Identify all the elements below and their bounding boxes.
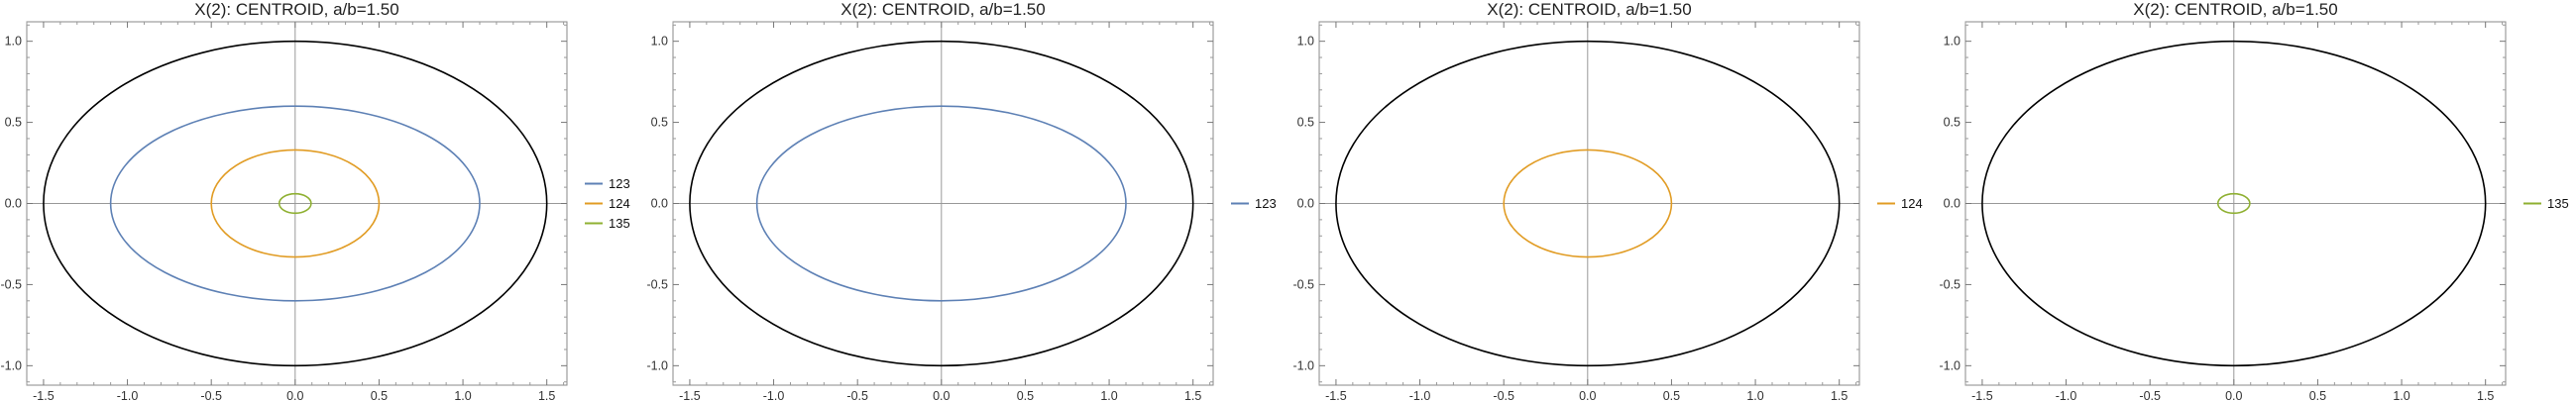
x-tick-label: 0.0 [2225,389,2242,402]
y-tick-label: -1.0 [646,358,668,372]
x-tick-label: -1.5 [1325,389,1347,402]
series-ellipse-124 [210,149,381,258]
chart-title: X(2): CENTROID, a/b=1.50 [1487,0,1691,19]
x-tick-label: 1.5 [1831,389,1848,402]
y-tick-label: 0.5 [1297,116,1314,130]
x-tick-label: 1.0 [2393,389,2409,402]
y-tick-label: 0.0 [651,197,668,211]
y-tick-label: -1.0 [0,358,22,372]
x-tick-label: 0.5 [1017,389,1034,402]
y-tick-label: 0.0 [5,197,22,211]
y-tick-label: 0.0 [1297,197,1314,211]
plot-panel: X(2): CENTROID, a/b=1.50 -1.5 -1.0 -0.5 0.0 0… [1939,0,2568,402]
x-tick-label: 0.0 [933,389,950,402]
x-tick-label: -0.5 [1493,389,1514,402]
chart-title: X(2): CENTROID, a/b=1.50 [194,0,398,19]
x-tick-label: -1.0 [117,389,139,402]
x-tick-label: 1.5 [2477,389,2494,402]
y-tick-label: 1.0 [651,35,668,49]
y-tick-label: -0.5 [1939,277,1960,291]
x-tick-label: 1.5 [538,389,555,402]
x-tick-label: 1.0 [1746,389,1763,402]
legend-label: 123 [609,176,630,191]
legend-label: 124 [609,196,630,211]
outer-ellipse [43,40,548,367]
x-tick-label: 0.5 [1663,389,1680,402]
x-tick-label: -1.0 [1409,389,1431,402]
y-tick-label: 1.0 [1944,35,1960,49]
x-tick-label: -1.5 [1971,389,1993,402]
y-tick-label: -0.5 [1292,277,1314,291]
y-tick-label: 0.5 [651,116,668,130]
y-tick-label: 0.0 [1944,197,1960,211]
y-tick-label: 0.5 [1944,116,1960,130]
y-tick-label: 1.0 [5,35,22,49]
x-tick-label: -1.0 [2056,389,2077,402]
series-ellipse-123 [755,105,1127,302]
legend-label: 135 [609,216,630,231]
plot-panel: X(2): CENTROID, a/b=1.50 -1.5 -1.0 -0.5 0.0 0… [646,0,1276,402]
legend-label: 135 [2547,196,2569,211]
series-ellipse-135 [278,192,312,215]
outer-ellipse [1335,40,1841,367]
chart-title: X(2): CENTROID, a/b=1.50 [840,0,1045,19]
x-tick-label: 0.0 [1579,389,1596,402]
legend-label: 124 [1901,196,1923,211]
plot-panel: X(2): CENTROID, a/b=1.50 -1.5 -1.0 -0.5 0.0 0… [1292,0,1922,402]
x-tick-label: 1.0 [1100,389,1117,402]
chart-title: X(2): CENTROID, a/b=1.50 [2133,0,2337,19]
x-tick-label: 0.5 [2309,389,2326,402]
x-tick-label: 1.0 [454,389,471,402]
plot-panel: X(2): CENTROID, a/b=1.50 -1.5 -1.0 -0.5 0.0 0… [0,0,629,402]
outer-ellipse [689,40,1194,367]
y-tick-label: -1.0 [1939,358,1960,372]
legend-label: 123 [1255,196,1277,211]
x-tick-label: -1.0 [763,389,785,402]
x-tick-label: -0.5 [2139,389,2161,402]
x-tick-label: -1.5 [679,389,701,402]
x-tick-label: -0.5 [200,389,222,402]
series-ellipse-135 [2216,192,2251,215]
x-tick-label: 0.5 [371,389,388,402]
x-tick-label: 0.0 [286,389,303,402]
x-tick-label: -0.5 [846,389,868,402]
x-tick-label: 1.5 [1184,389,1201,402]
series-ellipse-124 [1503,149,1673,258]
y-tick-label: 0.5 [5,116,22,130]
outer-ellipse [1981,40,2487,367]
y-tick-label: 1.0 [1297,35,1314,49]
series-ellipse-123 [109,105,481,302]
y-tick-label: -1.0 [1292,358,1314,372]
x-tick-label: -1.5 [33,389,55,402]
y-tick-label: -0.5 [646,277,668,291]
y-tick-label: -0.5 [0,277,22,291]
